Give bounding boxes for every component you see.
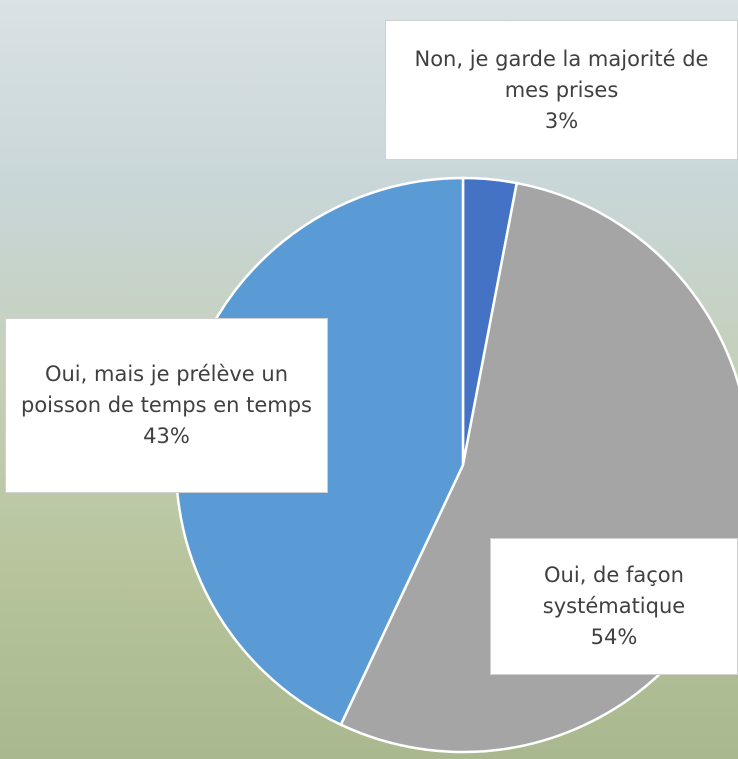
chart-area: Non, je garde la majorité de mes prises … — [0, 0, 738, 759]
value-label: 3% — [396, 106, 727, 137]
category-label: Oui, de façon systématique — [501, 560, 727, 622]
category-label: Non, je garde la majorité de mes prises — [396, 44, 727, 106]
data-label-box: Oui, mais je prélève un poisson de temps… — [5, 318, 328, 493]
data-label-box: Oui, de façon systématique 54% — [490, 538, 738, 675]
value-label: 43% — [16, 421, 317, 452]
data-label-box: Non, je garde la majorité de mes prises … — [385, 20, 738, 160]
value-label: 54% — [501, 622, 727, 653]
category-label: Oui, mais je prélève un poisson de temps… — [16, 359, 317, 421]
